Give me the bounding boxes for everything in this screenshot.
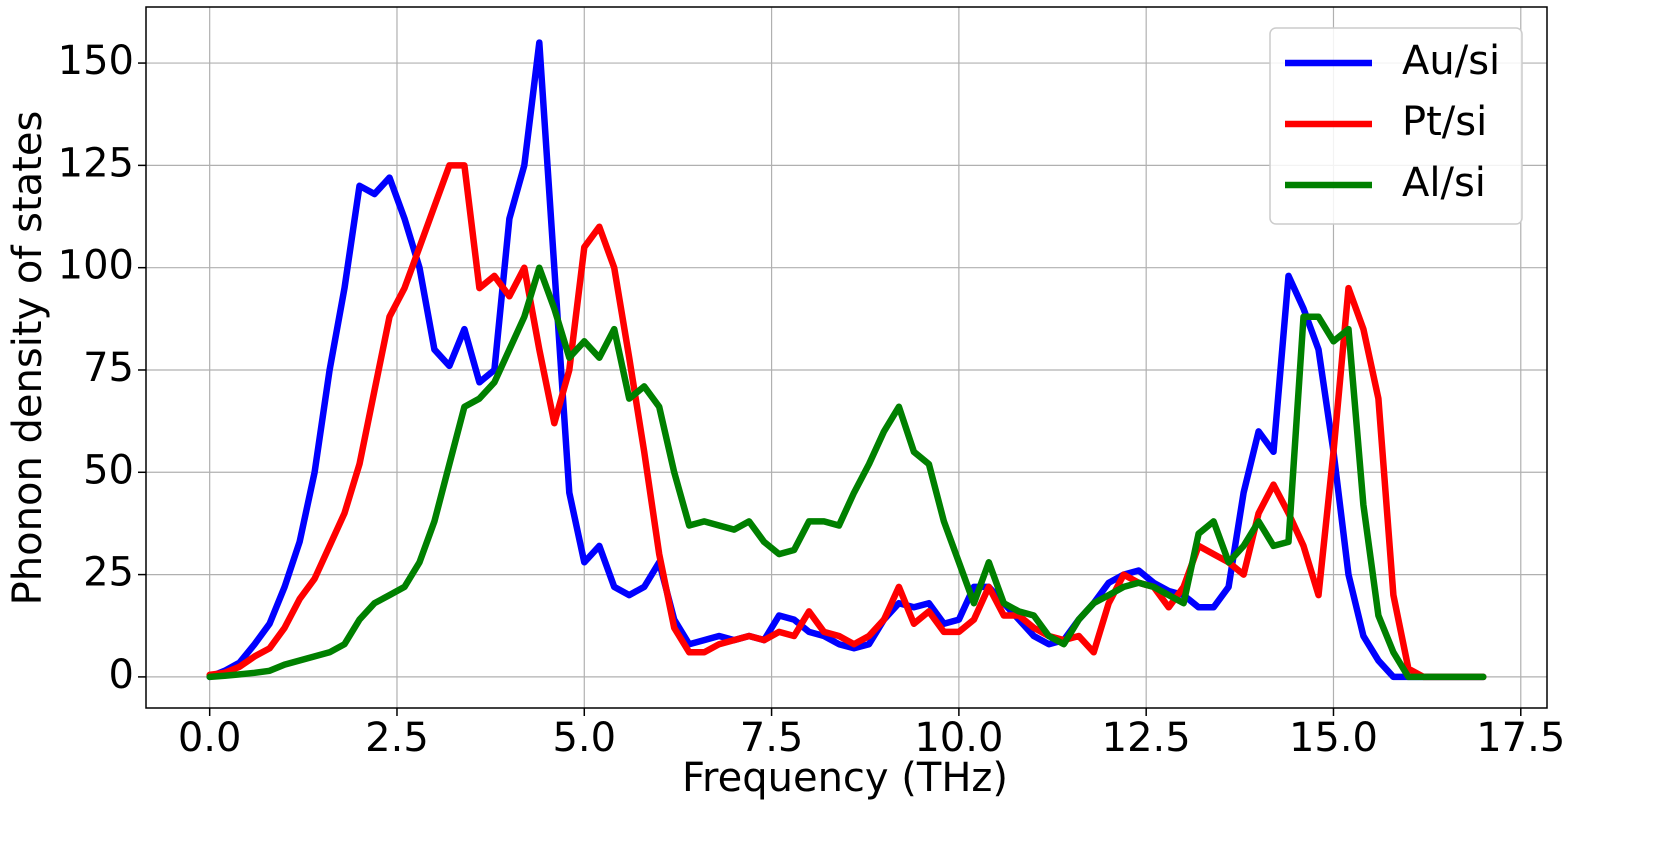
x-tick-label: 2.5 bbox=[365, 715, 429, 761]
legend: Au/si Pt/si Al/si bbox=[1269, 27, 1523, 225]
legend-label: Al/si bbox=[1402, 160, 1486, 206]
x-tick-label: 12.5 bbox=[1102, 715, 1191, 761]
legend-label: Pt/si bbox=[1402, 99, 1487, 145]
y-tick-label: 150 bbox=[58, 38, 134, 84]
x-tick-label: 7.5 bbox=[740, 715, 804, 761]
x-axis-label: Frequency (THz) bbox=[682, 755, 1008, 801]
data-line bbox=[206, 39, 1487, 681]
y-tick-label: 0 bbox=[109, 652, 134, 698]
x-tick-label: 0.0 bbox=[178, 715, 242, 761]
y-tick-label: 125 bbox=[58, 140, 134, 186]
x-tick-label: 10.0 bbox=[914, 715, 1003, 761]
x-tick-label: 15.0 bbox=[1289, 715, 1378, 761]
plot-frame bbox=[145, 6, 1548, 709]
y-tick-label: 100 bbox=[58, 243, 134, 289]
x-tick-label: 5.0 bbox=[552, 715, 616, 761]
data-line bbox=[206, 162, 1487, 681]
y-tick-label: 75 bbox=[83, 345, 134, 391]
y-tick-label: 50 bbox=[83, 447, 134, 493]
y-axis-label: Phonon density of states bbox=[5, 111, 51, 606]
legend-box bbox=[1269, 27, 1523, 225]
x-tick-label: 17.5 bbox=[1476, 715, 1565, 761]
legend-label: Au/si bbox=[1402, 38, 1500, 84]
data-line bbox=[206, 264, 1487, 681]
y-tick-label: 25 bbox=[83, 550, 134, 596]
